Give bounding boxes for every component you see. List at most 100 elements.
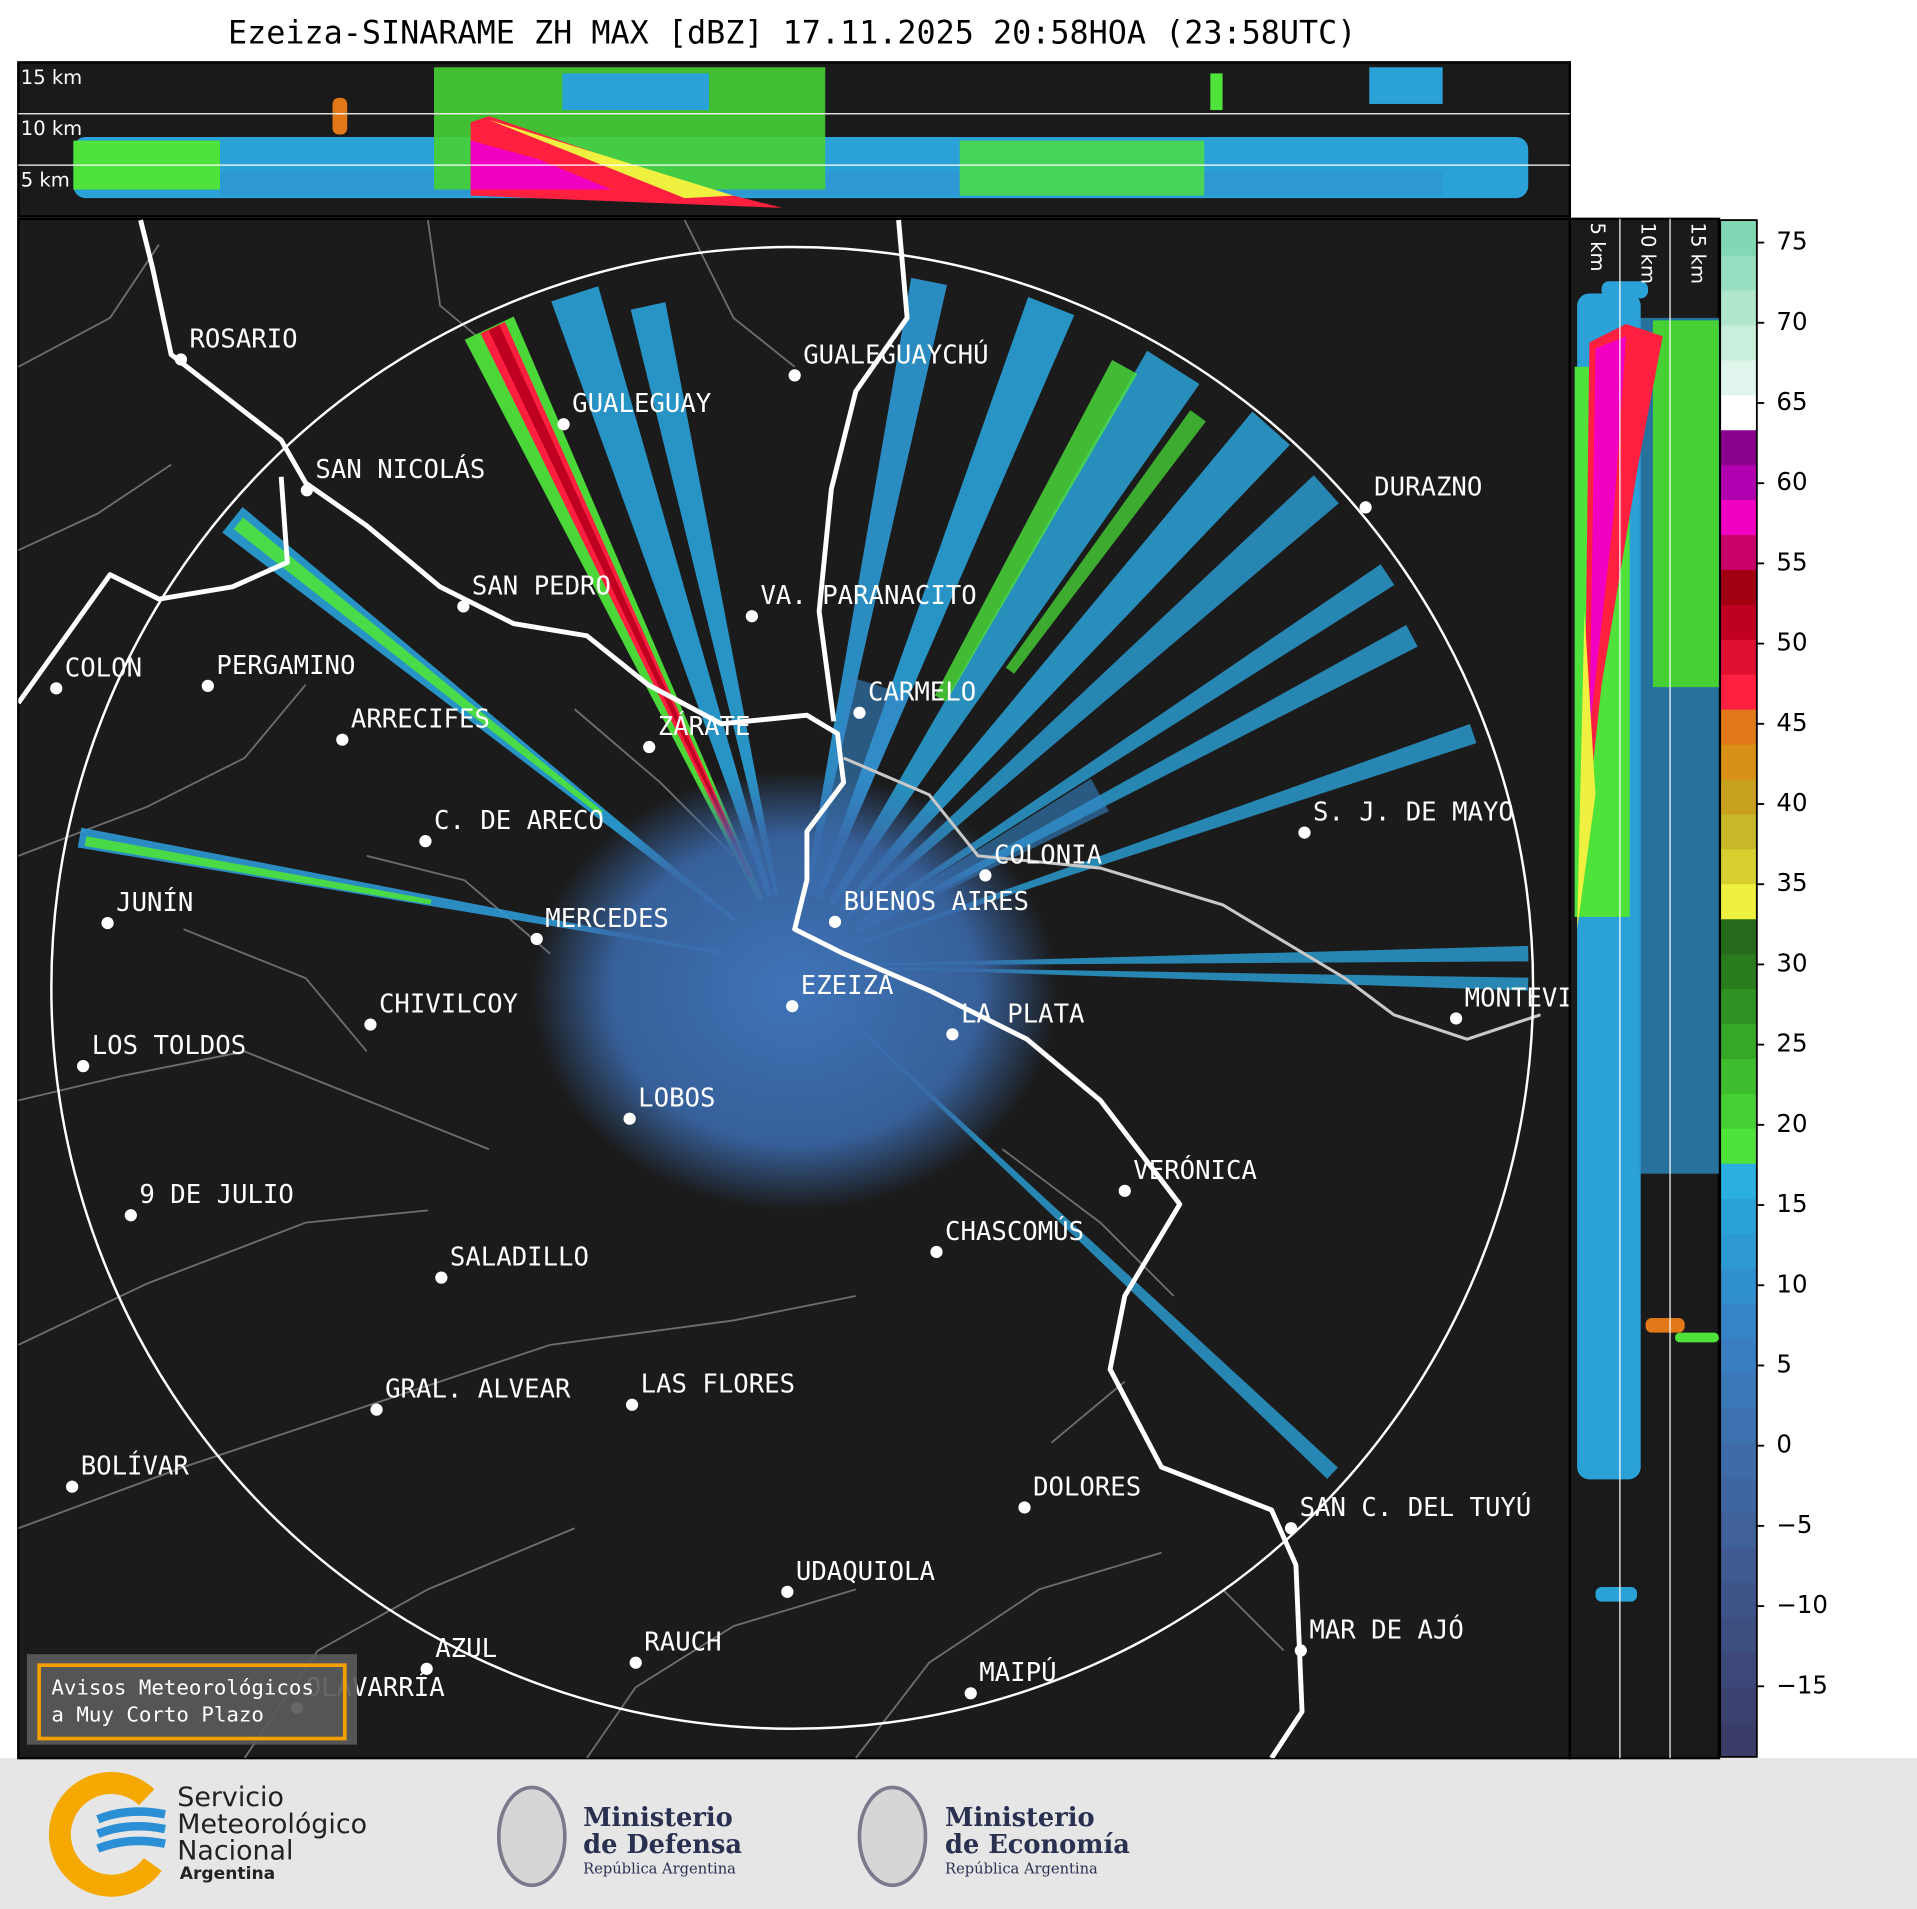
echo-beam — [852, 564, 1395, 927]
colorbar-band — [1720, 1372, 1757, 1409]
city-label: 9 DE JULIO — [139, 1180, 293, 1210]
coastline — [18, 219, 1305, 1759]
colorbar-band — [1720, 499, 1757, 536]
city-label: LOS TOLDOS — [92, 1031, 246, 1061]
city-label: CARMELO — [868, 678, 976, 708]
city-label: DURAZNO — [1374, 472, 1482, 502]
city-dot — [853, 706, 866, 719]
top-echoes — [73, 67, 1529, 208]
smn-logo: Servicio Meteorológico Nacional Argentin… — [48, 1772, 367, 1897]
colorbar-band — [1720, 709, 1757, 745]
echo-beam — [845, 475, 1339, 919]
logo-text: República Argentina — [945, 1860, 1098, 1877]
logo-text: de Defensa — [583, 1830, 742, 1860]
city-dot — [66, 1480, 79, 1493]
city-dot — [420, 1662, 433, 1675]
colorbar-tick-label: 5 — [1776, 1349, 1792, 1378]
city-dot — [1449, 1012, 1463, 1025]
notice-frame — [37, 1663, 347, 1741]
echo-beam — [233, 517, 603, 816]
colorbar-tick-label: 40 — [1776, 788, 1807, 817]
colorbar-tick-label: 15 — [1776, 1189, 1807, 1218]
city-label: VERÓNICA — [1133, 1154, 1257, 1186]
colorbar-band — [1720, 569, 1757, 605]
city-dot — [786, 1000, 799, 1013]
city-label: CHIVILCOY — [379, 989, 518, 1019]
colorbar-band — [1720, 1198, 1757, 1234]
colorbar-band — [1720, 988, 1757, 1025]
colorbar-tick-label: 55 — [1776, 547, 1807, 576]
city-label: EZEIZA — [801, 971, 894, 1001]
notice-bg — [26, 1654, 357, 1745]
city-label: S. J. DE MAYO — [1313, 798, 1514, 828]
city-dot — [174, 353, 188, 366]
city-dot — [435, 1271, 448, 1284]
near-echo — [531, 770, 1058, 1211]
echo-beam — [630, 302, 779, 895]
colorbar-band — [1720, 674, 1757, 710]
colorbar-band — [1720, 1547, 1757, 1583]
city-dot — [1294, 1644, 1307, 1657]
city-label: MAIPÚ — [979, 1656, 1056, 1688]
city-label: ZÁRATE — [658, 710, 751, 742]
logo-text: Ministerio — [583, 1803, 733, 1833]
uruguay-border — [842, 756, 1541, 1041]
city-label: COLON — [65, 653, 142, 683]
colorbar-tick-label: 20 — [1776, 1109, 1807, 1138]
city-dot — [77, 1060, 90, 1073]
colorbar-band — [1720, 1442, 1757, 1479]
city-label: ARRECIFES — [351, 705, 490, 735]
city-label: C. DE ARECO — [434, 806, 604, 836]
city-label: LA PLATA — [961, 999, 1085, 1029]
city-label: BOLÍVAR — [81, 1450, 190, 1482]
map-content: ROSARIO GUALEGUAYCHÚ GUALEGUAY SAN NICOLÁS D… — [18, 219, 1570, 1759]
city-dot — [336, 733, 349, 746]
colorbar-band — [1720, 1337, 1757, 1374]
city-dot — [625, 1398, 639, 1411]
echo-beam — [84, 836, 432, 905]
defensa-logo: Ministerio de Defensa República Argentin… — [496, 1785, 742, 1888]
city-dot — [419, 835, 432, 848]
notice-text: a Muy Corto Plazo — [51, 1702, 264, 1726]
title: Ezeiza-SINARAME ZH MAX [dBZ] 17.11.2025 … — [228, 15, 1356, 51]
height-label: 15 km — [21, 66, 82, 89]
city-dot — [1284, 1522, 1298, 1535]
colorbar-tick-label: 60 — [1776, 467, 1807, 496]
colorbar-band — [1720, 813, 1757, 850]
city-dot — [457, 600, 470, 613]
city-dot — [946, 1028, 959, 1041]
colorbar-tick-label: 25 — [1776, 1029, 1807, 1058]
city-dot — [101, 916, 114, 930]
city-dot — [364, 1018, 377, 1031]
city-dot — [370, 1403, 383, 1416]
city-dot — [1359, 501, 1372, 514]
colorbar-band — [1720, 639, 1757, 675]
colorbar-band — [1720, 1582, 1757, 1618]
colorbar-band — [1720, 778, 1757, 815]
city-dot — [643, 740, 656, 754]
city-label: SAN C. DEL TUYÚ — [1300, 1491, 1532, 1523]
echo-beam — [828, 350, 1200, 906]
colorbar-tick-label: −5 — [1776, 1510, 1812, 1539]
colorbar-band — [1720, 1652, 1757, 1688]
colorbar-band — [1720, 953, 1757, 990]
city-dot — [124, 1209, 137, 1222]
city-label: GRAL. ALVEAR — [385, 1375, 571, 1405]
city-label: AZUL — [435, 1634, 497, 1664]
colorbar-band — [1720, 1407, 1757, 1444]
economia-logo: Ministerio de Economía República Argenti… — [857, 1785, 1130, 1888]
city-dot — [300, 484, 313, 497]
city-dot — [745, 610, 758, 623]
city-dot — [557, 418, 570, 431]
logo-text: República Argentina — [583, 1860, 736, 1877]
colorbar-band — [1720, 604, 1757, 640]
height-label: 10 km — [1636, 223, 1659, 284]
city-label: RAUCH — [644, 1628, 721, 1658]
colorbar-band — [1720, 464, 1757, 501]
city-label: SALADILLO — [450, 1243, 589, 1273]
city-dot — [930, 1245, 943, 1259]
city-label: LAS FLORES — [641, 1370, 795, 1400]
colorbar-band — [1720, 1232, 1757, 1269]
colorbar-band — [1720, 429, 1757, 466]
city-dot — [979, 869, 992, 882]
